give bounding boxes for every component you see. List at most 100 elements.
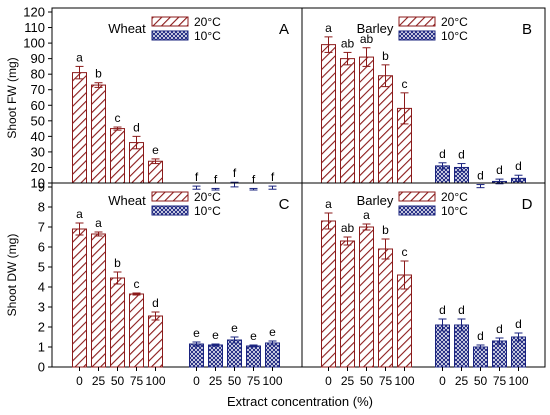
x-tick-label: 25 xyxy=(341,374,355,388)
significance-letter: a xyxy=(76,207,83,221)
panel-letter: D xyxy=(522,196,533,213)
x-tick-label: 50 xyxy=(111,374,125,388)
bar-20c xyxy=(91,233,106,368)
crop-label: Barley xyxy=(357,193,394,208)
x-tick-label: 75 xyxy=(247,374,261,388)
crop-label: Wheat xyxy=(108,21,146,36)
significance-letter: d xyxy=(458,148,465,162)
plot-frame xyxy=(301,182,546,368)
y-tick-label: 10 xyxy=(31,176,45,191)
x-tick-label: 50 xyxy=(228,374,242,388)
legend-swatch-10c xyxy=(151,30,189,41)
x-tick-label: 0 xyxy=(76,374,83,388)
crop-label: Wheat xyxy=(108,193,146,208)
bar-20c xyxy=(148,315,163,368)
bar-10c xyxy=(208,344,223,368)
significance-letter: e xyxy=(231,321,238,335)
significance-letter: d xyxy=(477,169,484,183)
significance-letter: a xyxy=(325,21,332,35)
panel-c: 0 1 2 3 4 5 6 7 8 9 a 0 a 25 b 50 c 75 d 100 e 0 e 25 e 50 e 75 e 100… xyxy=(38,180,303,388)
significance-letter: b xyxy=(95,67,102,81)
significance-letter: d xyxy=(477,329,484,343)
y-tick-label: 4 xyxy=(38,280,45,295)
significance-letter: e xyxy=(212,328,219,342)
significance-letter: f xyxy=(195,170,199,184)
y-tick-label: 70 xyxy=(31,82,45,97)
y-tick-label: 1 xyxy=(38,340,45,355)
panel-letter: C xyxy=(279,196,290,213)
significance-letter: f xyxy=(233,166,237,180)
significance-letter: ab xyxy=(360,32,374,46)
x-tick-label: 0 xyxy=(325,374,332,388)
legend-swatch-10c xyxy=(398,30,436,41)
significance-letter: c xyxy=(402,77,408,91)
bar-20c xyxy=(72,228,87,368)
y-tick-label: 120 xyxy=(23,5,45,20)
significance-letter: d xyxy=(152,296,159,310)
y-tick-label: 3 xyxy=(38,300,45,315)
x-tick-label: 50 xyxy=(360,374,374,388)
legend-label: 10°C xyxy=(194,29,221,43)
significance-letter: c xyxy=(134,277,140,291)
x-tick-label: 25 xyxy=(455,374,469,388)
significance-letter: b xyxy=(382,223,389,237)
bar-20c xyxy=(359,56,374,184)
significance-letter: d xyxy=(133,120,140,134)
y-tick-label: 80 xyxy=(31,67,45,82)
significance-letter: ab xyxy=(341,36,355,50)
bar-10c xyxy=(227,339,242,368)
bar-20c xyxy=(129,293,144,368)
legend-label: 20°C xyxy=(441,15,468,29)
significance-letter: f xyxy=(214,172,218,186)
significance-letter: ab xyxy=(341,221,355,235)
y-tick-label: 8 xyxy=(38,200,45,215)
panel-letter: A xyxy=(279,21,289,38)
significance-letter: d xyxy=(496,322,503,336)
crop-label: Barley xyxy=(357,21,394,36)
bar-20c xyxy=(321,220,336,368)
y-axis-label-top: Shoot FW (mg) xyxy=(5,57,19,138)
x-tick-label: 75 xyxy=(379,374,393,388)
y-tick-label: 6 xyxy=(38,240,45,255)
bar-20c xyxy=(72,72,87,184)
legend-label: 20°C xyxy=(194,190,221,204)
bar-20c xyxy=(91,84,106,184)
bar-20c xyxy=(340,240,355,368)
significance-letter: e xyxy=(152,143,159,157)
significance-letter: a xyxy=(325,197,332,211)
significance-letter: f xyxy=(252,172,256,186)
significance-letter: e xyxy=(269,325,276,339)
x-tick-label: 0 xyxy=(439,374,446,388)
y-tick-label: 9 xyxy=(38,180,45,195)
y-tick-label: 5 xyxy=(38,260,45,275)
legend-label: 20°C xyxy=(194,15,221,29)
significance-letter: a xyxy=(76,50,83,64)
significance-letter: e xyxy=(193,326,200,340)
legend-label: 10°C xyxy=(441,29,468,43)
x-tick-label: 100 xyxy=(262,374,282,388)
legend-label: 10°C xyxy=(194,204,221,218)
significance-letter: f xyxy=(271,170,275,184)
x-axis-label: Extract concentration (%) xyxy=(227,394,373,409)
x-tick-label: 0 xyxy=(193,374,200,388)
significance-letter: b xyxy=(382,49,389,63)
legend-swatch-20c xyxy=(398,16,436,27)
significance-letter: a xyxy=(95,216,102,230)
bar-20c xyxy=(110,128,125,184)
bar-10c xyxy=(473,346,488,368)
legend-swatch-20c xyxy=(398,191,436,202)
significance-letter: d xyxy=(515,317,522,331)
bar-10c xyxy=(492,340,507,368)
bar-10c xyxy=(246,345,261,368)
significance-letter: d xyxy=(439,303,446,317)
x-tick-label: 100 xyxy=(145,374,165,388)
bar-20c xyxy=(378,75,393,184)
significance-letter: e xyxy=(250,329,257,343)
legend-swatch-20c xyxy=(151,191,189,202)
y-tick-label: 110 xyxy=(24,20,45,35)
bar-20c xyxy=(321,44,336,184)
significance-letter: c xyxy=(115,111,121,125)
